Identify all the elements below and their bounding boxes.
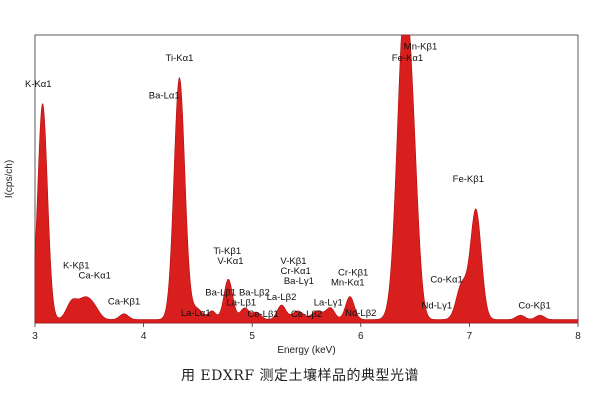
x-axis-title: Energy (keV) bbox=[277, 345, 335, 356]
peak-label: V-Kβ1 bbox=[280, 256, 306, 267]
peak-label: La-Lβ1 bbox=[226, 298, 256, 309]
peak-label: K-Kα1 bbox=[25, 79, 52, 90]
peak-label: Co-Kβ1 bbox=[518, 301, 550, 312]
peak-label: Ca-Kβ1 bbox=[108, 296, 140, 307]
x-axis-ticks: 3 4 5 6 7 8 bbox=[32, 323, 581, 342]
peak-label: Mn-Kβ1 bbox=[404, 41, 437, 52]
x-tick-label: 5 bbox=[249, 331, 255, 342]
y-axis-title: I(cps/ch) bbox=[4, 160, 15, 198]
x-tick-label: 6 bbox=[358, 331, 364, 342]
peak-label: Nd-Lγ1 bbox=[422, 301, 453, 312]
peak-label: Ba-Lα1 bbox=[149, 90, 180, 101]
peak-label: Co-Kα1 bbox=[430, 275, 462, 286]
figure-caption: 用 EDXRF 测定土壤样品的典型光谱 bbox=[180, 368, 420, 384]
peak-label: Nd-Lβ2 bbox=[345, 308, 376, 319]
x-tick-label: 4 bbox=[141, 331, 147, 342]
peak-label: Ti-Kα1 bbox=[166, 53, 194, 64]
peak-label: Cr-Kα1 bbox=[280, 266, 310, 277]
peak-label: Ti-Kβ1 bbox=[213, 246, 241, 257]
peak-label: K-Kβ1 bbox=[63, 260, 90, 271]
peak-label: Ca-Kα1 bbox=[79, 270, 111, 281]
peak-label: La-Lα1 bbox=[181, 308, 211, 319]
peak-label: La-Lβ2 bbox=[267, 292, 297, 303]
peak-label: Fe-Kβ1 bbox=[453, 174, 484, 185]
x-tick-label: 8 bbox=[575, 331, 581, 342]
peak-label: Mn-Kα1 bbox=[331, 278, 364, 289]
x-tick-label: 3 bbox=[32, 331, 38, 342]
spectrum-area bbox=[34, 34, 579, 324]
peak-label: Ba-Lγ1 bbox=[284, 276, 314, 287]
peak-label: La-Lγ1 bbox=[314, 298, 343, 309]
x-tick-label: 7 bbox=[467, 331, 473, 342]
peak-label: Ce-Lβ2 bbox=[291, 309, 322, 320]
peak-label: Ce-Lβ1 bbox=[247, 309, 278, 320]
peak-label: V-Kα1 bbox=[217, 256, 243, 267]
peak-label: Cr-Kβ1 bbox=[338, 267, 368, 278]
peak-label: Fe-Kα1 bbox=[392, 53, 423, 64]
peak-label: Ba-Lβ1 bbox=[205, 288, 236, 299]
peak-label: Ba-Lβ2 bbox=[239, 288, 270, 299]
